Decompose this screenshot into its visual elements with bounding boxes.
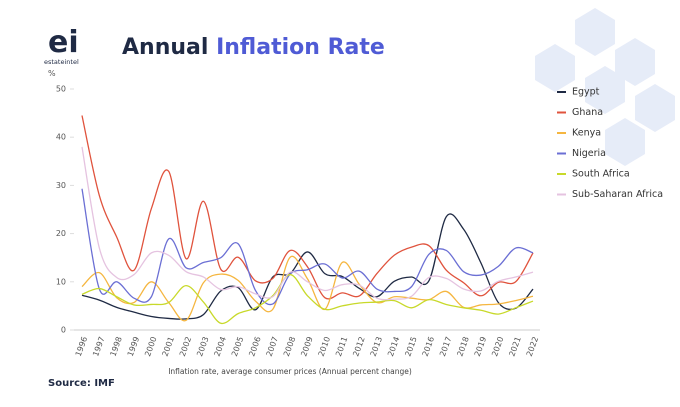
- y-tick-label: 10: [56, 277, 66, 286]
- x-tick-label: 2002: [178, 335, 193, 357]
- series-line: [81, 255, 534, 322]
- legend-label: Egypt: [572, 87, 600, 98]
- x-tick-label: 2016: [421, 335, 436, 357]
- decor: [535, 8, 675, 166]
- x-tick-label: 1997: [91, 335, 106, 357]
- x-tick-label: 1998: [109, 335, 124, 357]
- legend-label: South Africa: [572, 169, 630, 180]
- y-tick-label: 20: [56, 229, 66, 238]
- y-tick-label: 30: [56, 181, 66, 190]
- source: Source: IMF: [48, 378, 115, 389]
- x-tick-label: 2007: [265, 335, 280, 357]
- x-tick-label: 2005: [230, 335, 245, 357]
- x-tick-label: 2004: [213, 335, 228, 357]
- x-tick-label: 2013: [369, 335, 384, 357]
- x-tick-label: 2003: [195, 335, 210, 357]
- logo-name: estateintel: [44, 58, 79, 66]
- title-highlight: Inflation Rate: [216, 35, 385, 60]
- series-line: [81, 115, 534, 300]
- series-line: [81, 188, 534, 306]
- y-tick-label: 50: [56, 85, 66, 94]
- legend-label: Sub-Saharan Africa: [572, 189, 663, 200]
- series-line: [81, 213, 534, 320]
- x-tick-label: 2010: [317, 335, 332, 357]
- x-tick-label: 2012: [351, 335, 366, 357]
- y-tick-label: 40: [56, 133, 66, 142]
- y-axis-label: %: [48, 69, 56, 78]
- x-tick-label: 2018: [455, 335, 470, 357]
- y-tick-label: 0: [61, 326, 66, 335]
- legend-label: Nigeria: [572, 148, 606, 159]
- title-text: Annual: [122, 35, 208, 60]
- x-tick-label: 1996: [74, 335, 89, 357]
- x-tick-label: 2019: [473, 335, 488, 357]
- logo-mark: ei: [48, 25, 79, 60]
- x-tick-label: 2001: [161, 335, 176, 357]
- x-tick-label: 2009: [299, 335, 314, 357]
- x-tick-label: 2008: [282, 335, 297, 357]
- x-tick-label: 2022: [525, 335, 540, 357]
- chart-title: Annual Inflation Rate: [122, 35, 385, 60]
- x-tick-label: 2000: [143, 335, 158, 357]
- x-tick-label: 2021: [507, 335, 522, 357]
- x-tick-label: 2014: [386, 335, 401, 357]
- x-tick-label: 2011: [334, 335, 349, 357]
- x-tick-label: 2020: [490, 335, 505, 357]
- legend-label: Kenya: [572, 128, 601, 139]
- x-tick-label: 1999: [126, 335, 141, 357]
- series-line: [81, 146, 534, 301]
- legend-label: Ghana: [572, 107, 603, 118]
- series-line: [81, 273, 534, 325]
- x-tick-label: 2015: [403, 335, 418, 357]
- x-tick-label: 2017: [438, 335, 453, 357]
- x-tick-label: 2006: [247, 335, 262, 357]
- x-axis-label: Inflation rate, average consumer prices …: [168, 367, 412, 376]
